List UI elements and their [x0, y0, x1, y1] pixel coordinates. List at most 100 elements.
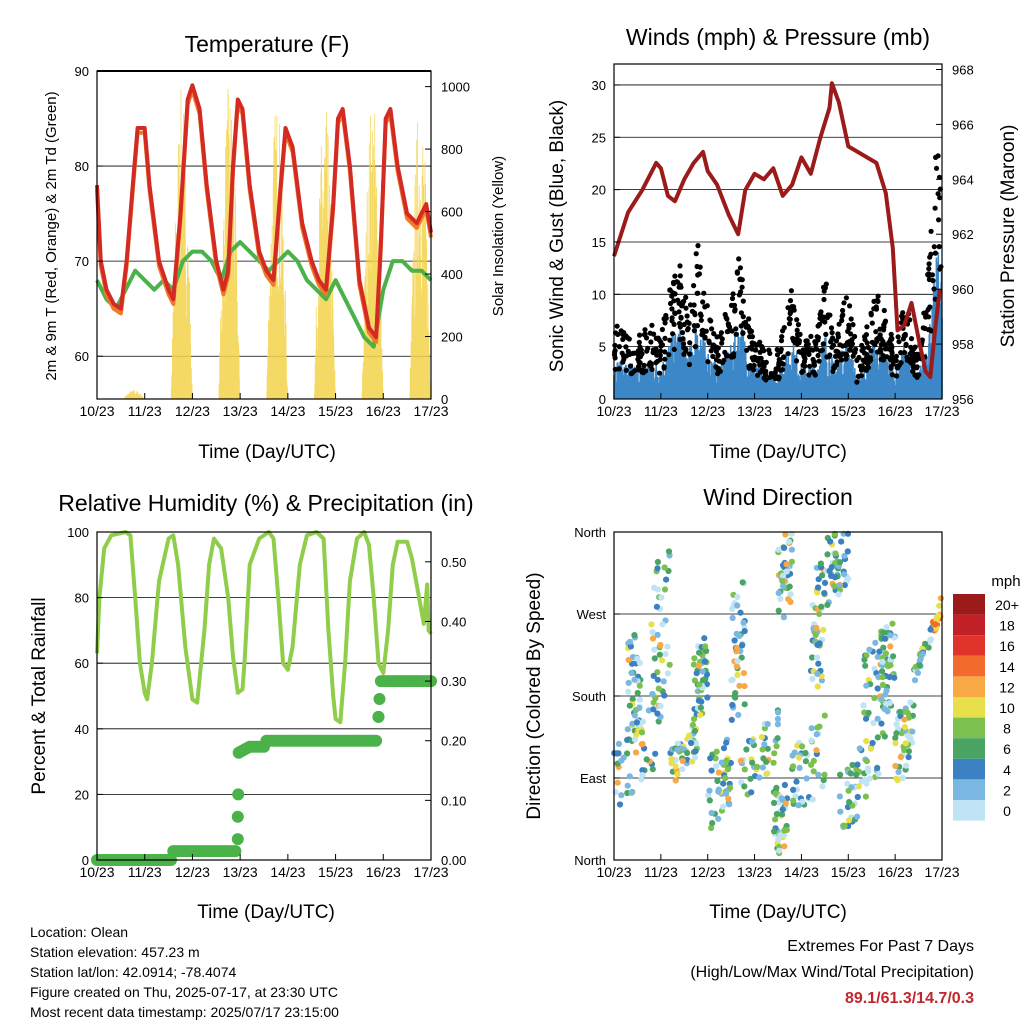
direction-point [725, 766, 732, 773]
direction-point [875, 770, 882, 778]
gust-point [825, 312, 831, 318]
gust-point [637, 332, 643, 338]
direction-point [733, 630, 740, 637]
gust-point [679, 330, 686, 336]
direction-point [782, 531, 789, 538]
x-tick-label: 10/23 [79, 403, 114, 419]
direction-point [735, 711, 742, 719]
winds-plot-frame [613, 63, 943, 400]
y-tick-label: 0 [599, 392, 606, 407]
gust-point [670, 331, 676, 337]
x-tick-label: 12/23 [175, 864, 210, 880]
gust-point [806, 372, 812, 378]
gust-point [911, 351, 918, 357]
direction-point [905, 748, 913, 755]
y2-tick-label: 800 [441, 142, 463, 157]
gust-point [731, 351, 737, 357]
temperature-xlabel: Time (Day/UTC) [198, 442, 336, 463]
gust-point [804, 338, 810, 344]
gust-point [878, 356, 884, 362]
direction-point [741, 701, 748, 708]
direction-ylabel-left: Direction (Colored By Speed) [524, 572, 545, 819]
direction-point [632, 749, 640, 756]
gust-point [901, 333, 907, 339]
direction-point [638, 729, 646, 736]
direction-point [901, 716, 908, 723]
legend-swatch [953, 614, 985, 636]
direction-point [729, 701, 736, 709]
direction-point [634, 689, 641, 697]
direction-point [818, 603, 825, 610]
direction-point [628, 789, 635, 796]
direction-point [729, 614, 736, 622]
gust-point [938, 264, 944, 270]
gust-point [669, 306, 675, 312]
gust-point [730, 291, 736, 297]
gust-point [933, 154, 939, 160]
gust-point [912, 344, 918, 350]
gust-point [779, 334, 785, 340]
direction-point [708, 809, 715, 817]
direction-point [841, 571, 848, 578]
direction-point [835, 591, 842, 598]
direction-point [726, 801, 733, 808]
gust-point [910, 359, 916, 365]
direction-point [781, 827, 788, 834]
direction-point [741, 683, 748, 690]
gust-point [767, 374, 773, 380]
direction-point [654, 558, 662, 566]
gust-point [650, 349, 656, 356]
gust-point [651, 331, 657, 337]
direction-point [790, 797, 797, 804]
gust-point [707, 317, 713, 323]
direction-point [827, 538, 834, 545]
extremes-heading: Extremes For Past 7 Days [787, 938, 974, 955]
gust-point [620, 331, 626, 337]
direction-point [732, 690, 739, 697]
direction-point [748, 789, 755, 796]
legend-label: 18 [999, 618, 1015, 634]
direction-point [932, 621, 939, 628]
legend-swatch [953, 758, 985, 780]
gust-point [807, 363, 813, 369]
direction-point [651, 655, 658, 662]
winds-ylabel-left: Sonic Wind & Gust (Blue, Black) [547, 100, 568, 372]
direction-point [775, 607, 782, 614]
gust-point [701, 290, 707, 296]
y-tick-label: 100 [67, 525, 89, 540]
direction-point [874, 715, 881, 722]
direction-point [796, 754, 803, 761]
direction-point [860, 702, 867, 709]
gust-point [820, 341, 827, 347]
humidity-xlabel: Time (Day/UTC) [197, 902, 335, 923]
gust-point [889, 354, 895, 360]
series-wind-direction [611, 530, 945, 857]
gust-point [671, 321, 677, 327]
legend-label: 14 [999, 659, 1015, 675]
direction-point [781, 843, 788, 850]
y2-tick-label: 964 [952, 172, 974, 187]
direction-point [855, 783, 862, 790]
x-tick-label: 17/23 [413, 403, 448, 419]
direction-point [713, 748, 720, 755]
x-tick-label: 11/23 [128, 403, 162, 419]
gust-point [678, 314, 684, 320]
direction-point [887, 643, 894, 650]
temperature-ylabel-right: Solar Insolation (Yellow) [490, 156, 507, 316]
x-tick-label: 12/23 [690, 403, 725, 419]
direction-point [699, 677, 707, 684]
legend-label: 2 [1003, 782, 1011, 798]
direction-point [808, 761, 815, 769]
direction-point [862, 662, 869, 669]
y-tick-label: 80 [75, 159, 89, 174]
gust-point [881, 307, 887, 314]
gust-point [666, 352, 672, 358]
gust-point [929, 272, 936, 278]
y-tick-label: North [574, 853, 606, 868]
gust-point [821, 296, 827, 303]
gust-point [820, 314, 826, 320]
direction-point [659, 657, 666, 664]
direction-point [763, 758, 770, 766]
direction-point [836, 559, 844, 566]
direction-point [934, 612, 942, 620]
